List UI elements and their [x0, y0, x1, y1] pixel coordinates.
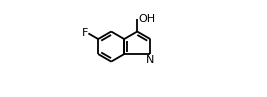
Text: F: F: [81, 28, 88, 38]
Text: N: N: [146, 55, 154, 65]
Text: OH: OH: [138, 14, 155, 24]
